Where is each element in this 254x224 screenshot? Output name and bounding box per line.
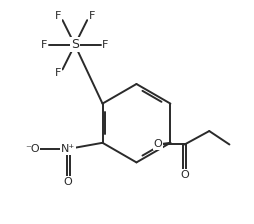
Text: O: O bbox=[64, 177, 72, 187]
Text: F: F bbox=[89, 11, 95, 21]
Text: F: F bbox=[41, 40, 47, 50]
Text: ⁻O: ⁻O bbox=[25, 144, 39, 154]
Text: F: F bbox=[102, 40, 108, 50]
Text: N⁺: N⁺ bbox=[61, 144, 75, 154]
Text: O: O bbox=[153, 140, 162, 149]
Text: F: F bbox=[54, 69, 60, 78]
Text: O: O bbox=[180, 170, 188, 180]
Text: F: F bbox=[54, 11, 60, 21]
Text: S: S bbox=[71, 38, 78, 51]
